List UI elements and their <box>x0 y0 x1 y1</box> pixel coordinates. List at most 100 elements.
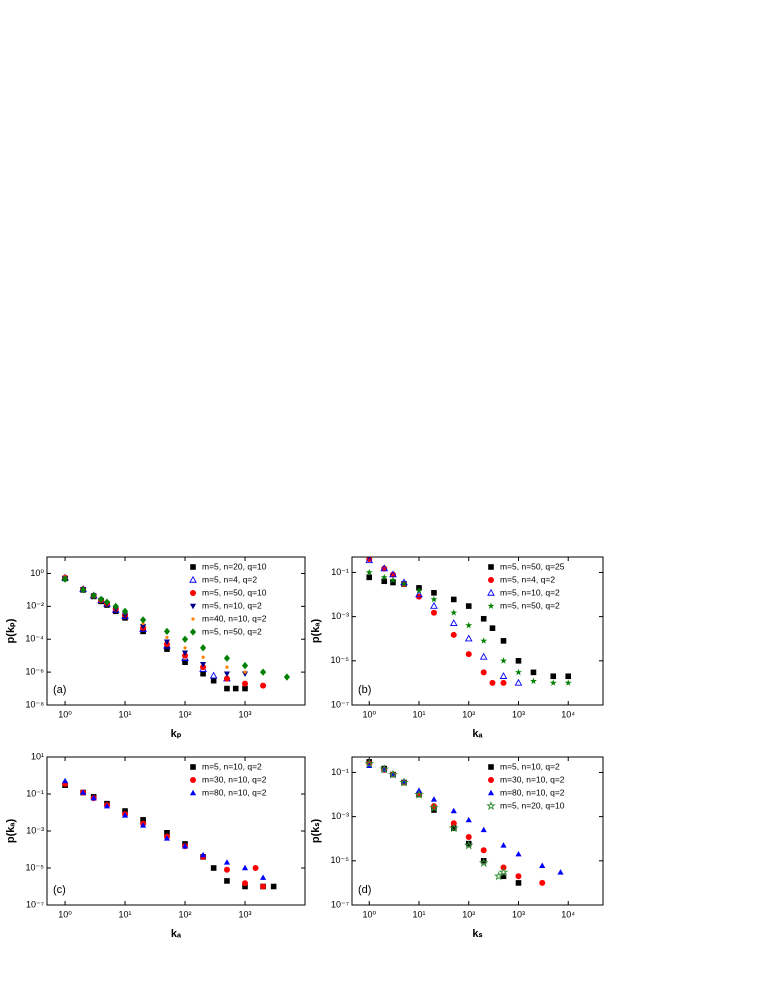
legend-label: m=80, n=10, q=2 <box>202 787 267 797</box>
marker <box>165 635 169 639</box>
marker <box>121 812 129 818</box>
marker <box>430 803 437 810</box>
y-axis-label: p(kₛ) <box>310 819 322 844</box>
legend-label: m=30, n=10, q=2 <box>500 774 565 784</box>
panel: 10⁰ 10¹ 10² 10³ 10⁰ 10⁻² 10⁻⁴ 10⁻⁶ 10⁻⁸ m=5, n=20… <box>5 556 306 740</box>
x-tick-label: 10⁴ <box>561 909 575 919</box>
legend-marker <box>487 789 495 796</box>
marker <box>430 609 437 616</box>
marker <box>259 668 267 676</box>
marker <box>260 883 267 890</box>
marker <box>400 778 408 784</box>
marker <box>450 596 457 603</box>
y-tick-label: 10⁻⁴ <box>25 634 44 644</box>
y-tick-label: 10⁻⁷ <box>331 899 349 909</box>
plot-frame <box>46 556 306 706</box>
x-tick-label: 10⁴ <box>561 709 575 719</box>
marker <box>480 637 488 644</box>
panel: 10⁰ 10¹ 10² 10³ 10¹ 10⁻¹ 10⁻³ 10⁻⁵ 10⁻⁷ m=5, n=10… <box>5 751 306 940</box>
marker <box>223 654 231 662</box>
marker <box>429 802 439 812</box>
marker <box>200 851 207 858</box>
legend-label: m=5, n=4, q=2 <box>500 574 555 584</box>
marker <box>181 650 189 656</box>
marker <box>463 840 474 850</box>
marker <box>365 568 373 576</box>
legend-marker <box>488 777 494 783</box>
x-tick-label: 10² <box>462 709 475 719</box>
marker <box>500 638 507 644</box>
marker <box>259 874 267 880</box>
marker <box>415 590 423 598</box>
legend-marker <box>488 564 494 570</box>
marker <box>241 864 249 871</box>
marker <box>242 680 249 687</box>
marker <box>140 624 147 630</box>
marker <box>389 576 397 584</box>
y-tick-label: 10¹ <box>31 751 44 761</box>
marker <box>243 670 247 674</box>
legend-marker <box>189 603 197 610</box>
legend-label: m=30, n=10, q=2 <box>202 774 267 784</box>
marker <box>283 673 291 681</box>
x-tick-label: 10³ <box>512 909 525 919</box>
y-tick-label: 10⁻⁸ <box>25 699 44 709</box>
marker <box>103 598 111 606</box>
y-axis-label: p(kₐ) <box>310 619 322 644</box>
marker <box>381 565 388 572</box>
marker <box>252 865 259 871</box>
marker <box>430 595 438 603</box>
marker <box>181 635 189 643</box>
points <box>61 777 277 890</box>
marker <box>366 574 373 581</box>
marker <box>465 816 472 823</box>
legend-marker <box>488 577 494 583</box>
x-tick-label: 10² <box>179 909 192 919</box>
marker <box>515 658 522 664</box>
marker <box>530 677 537 685</box>
marker <box>210 677 217 684</box>
marker <box>388 769 398 779</box>
x-tick-label: 10⁰ <box>362 909 376 919</box>
panel-label: (a) <box>53 684 66 696</box>
marker <box>430 601 438 609</box>
legend-marker <box>189 575 197 583</box>
marker <box>480 826 487 833</box>
marker <box>489 625 496 631</box>
marker <box>365 557 374 564</box>
legend-marker <box>191 617 195 621</box>
marker <box>224 685 230 692</box>
y-tick-label: 10⁻⁵ <box>26 862 45 872</box>
marker <box>98 595 105 603</box>
marker <box>163 639 171 645</box>
legend-label: m=5, n=10, q=2 <box>202 761 262 771</box>
y-tick-label: 10⁻¹ <box>331 567 349 577</box>
x-tick-label: 10³ <box>239 709 252 719</box>
marker <box>163 835 171 841</box>
legend-label: m=80, n=10, q=2 <box>500 787 565 797</box>
legend-label: m=5, n=50, q=2 <box>202 626 262 636</box>
marker <box>465 603 472 609</box>
marker <box>489 679 496 686</box>
marker <box>366 557 373 563</box>
legend-marker <box>190 764 196 770</box>
legend-label: m=5, n=50, q=10 <box>202 587 267 597</box>
marker <box>201 655 205 659</box>
marker <box>499 672 508 679</box>
marker <box>121 612 129 619</box>
marker <box>232 685 239 692</box>
legend-marker <box>486 800 496 811</box>
marker <box>478 857 489 868</box>
marker <box>480 847 487 854</box>
marker <box>200 644 207 652</box>
marker <box>399 777 409 787</box>
marker <box>448 823 459 833</box>
marker <box>380 573 388 581</box>
marker <box>209 671 218 679</box>
x-axis-label: kₐ <box>171 928 182 940</box>
marker <box>450 609 458 616</box>
y-tick-label: 10⁻⁵ <box>331 855 350 865</box>
plot-frame <box>351 756 604 906</box>
marker <box>140 822 147 828</box>
